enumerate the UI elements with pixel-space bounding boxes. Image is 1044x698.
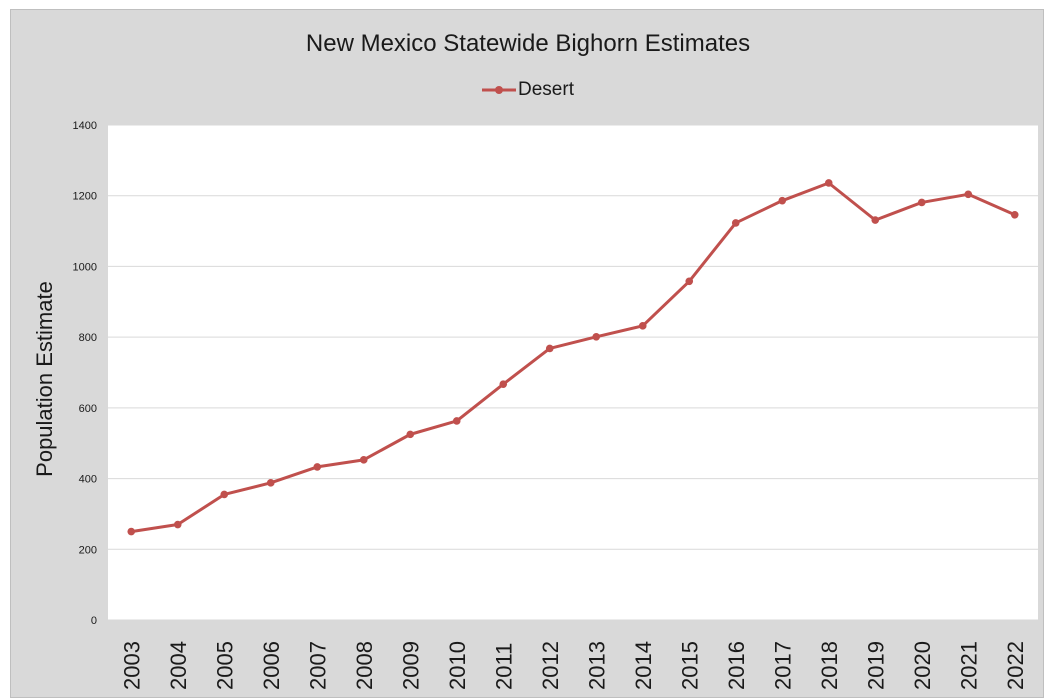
x-tick-label: 2012 [538,641,563,690]
data-point [731,219,740,227]
x-tick-label: 2009 [398,641,423,690]
x-tick-label: 2013 [584,641,609,690]
y-tick-label: 0 [91,615,97,627]
legend: Desert [11,79,1044,101]
data-point [173,520,182,529]
x-tick-label: 2006 [259,641,284,690]
x-tick-label: 2021 [956,641,981,690]
x-tick-label: 2005 [212,641,237,690]
data-point [592,332,601,341]
data-point [778,196,787,205]
x-tick-label: 2019 [863,641,888,690]
x-tick-label: 2010 [445,641,470,690]
x-tick-label: 2016 [724,641,749,690]
data-point [824,179,833,187]
x-tick-label: 2011 [491,643,516,690]
data-point [685,277,694,286]
x-tick-label: 2004 [166,641,191,690]
data-point [638,322,647,330]
y-tick-label: 600 [79,403,97,415]
y-tick-label: 800 [79,332,97,344]
data-point [917,198,926,207]
data-point [871,216,880,224]
x-tick-label: 2008 [352,641,377,690]
data-point [964,190,973,199]
legend-line-marker-icon [482,86,517,94]
plot-area [108,125,1038,620]
x-tick-label: 2020 [910,641,935,690]
x-tick-label: 2015 [677,641,702,690]
data-point [266,479,275,487]
y-axis-label: Population Estimate [32,281,57,477]
x-tick-label: 2022 [1003,641,1028,690]
data-point [1010,211,1019,219]
legend-label-desert: Desert [518,79,574,100]
data-point [452,417,461,425]
data-point [406,430,415,439]
y-tick-label: 200 [79,544,97,556]
y-tick-label: 1000 [73,261,97,273]
series-line-desert [131,181,1016,534]
data-point [545,344,554,353]
data-point [313,463,322,471]
data-point [220,490,229,499]
data-point [359,456,368,464]
chart-title: New Mexico Statewide Bighorn Estimates [305,30,751,57]
y-tick-label: 400 [79,474,97,486]
x-tick-label: 2018 [817,641,842,690]
data-point [499,380,508,388]
x-tick-label: 2014 [631,641,656,690]
x-tick-label: 2007 [305,641,330,690]
y-tick-label: 1200 [73,191,97,203]
x-tick-label: 2017 [770,641,795,690]
x-tick-label: 2003 [119,641,144,690]
y-tick-label: 1400 [73,120,97,132]
data-point [127,527,136,536]
